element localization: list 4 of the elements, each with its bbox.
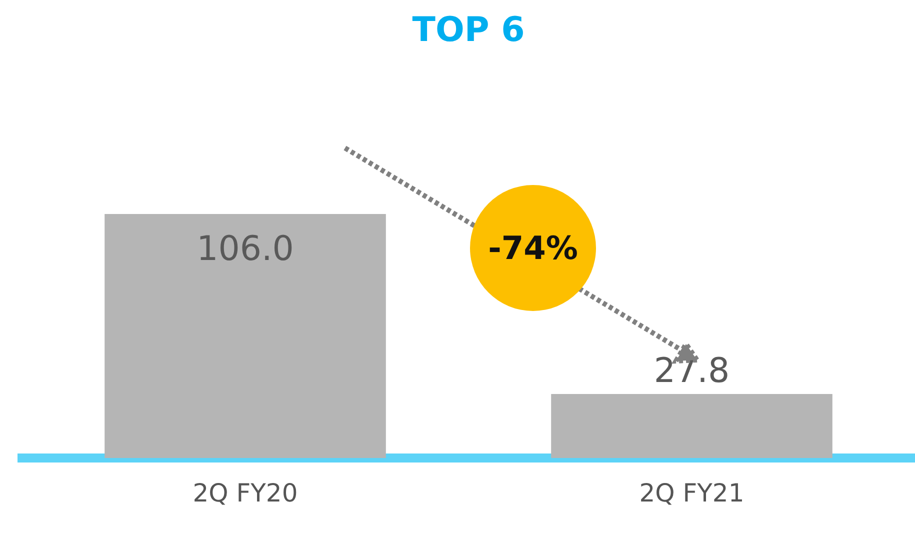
chart-title: TOP 6 (412, 10, 525, 50)
x-tick-label: 2Q FY20 (192, 478, 298, 508)
data-label: 106.0 (196, 228, 294, 269)
x-tick-label: 2Q FY21 (639, 478, 744, 508)
